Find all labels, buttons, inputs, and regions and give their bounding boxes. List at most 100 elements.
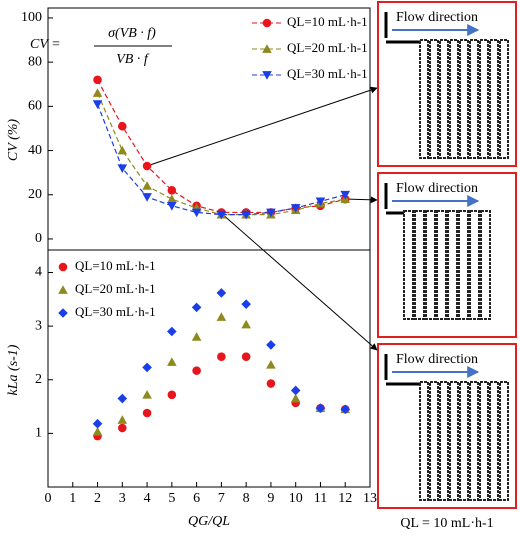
arrow bbox=[344, 196, 378, 204]
marker bbox=[58, 285, 68, 294]
marker bbox=[315, 403, 326, 413]
marker bbox=[192, 366, 201, 375]
arrow bbox=[146, 86, 378, 167]
marker bbox=[266, 379, 276, 388]
marker bbox=[191, 332, 202, 341]
channel bbox=[414, 210, 425, 320]
marker bbox=[262, 71, 272, 80]
marker bbox=[93, 75, 102, 85]
inlet bbox=[384, 183, 404, 215]
marker bbox=[241, 299, 251, 309]
channel bbox=[436, 210, 447, 320]
marker bbox=[92, 418, 103, 429]
marker bbox=[262, 18, 272, 28]
channel bbox=[429, 39, 439, 159]
panel-label: Flow direction bbox=[396, 10, 478, 25]
x-axis-title: QG/QL bbox=[188, 514, 230, 529]
series-line bbox=[97, 79, 346, 214]
channel bbox=[469, 381, 479, 501]
marker bbox=[241, 352, 251, 362]
channel bbox=[458, 210, 469, 320]
marker bbox=[142, 408, 152, 418]
formula-denominator: VB · f bbox=[116, 52, 150, 67]
x-tick-label: 5 bbox=[168, 491, 175, 506]
marker bbox=[266, 208, 276, 218]
legend-label: QL=30 mL·h-1 bbox=[287, 66, 368, 81]
x-tick-label: 8 bbox=[243, 491, 250, 506]
marker bbox=[142, 193, 152, 202]
y-tick-label: 0 bbox=[35, 231, 42, 246]
marker bbox=[92, 426, 103, 436]
image-panels: Flow direction Flow direction Flow directi… bbox=[377, 1, 517, 509]
marker bbox=[117, 145, 128, 155]
marker bbox=[262, 44, 272, 53]
panel-label: Flow direction bbox=[396, 181, 478, 196]
marker bbox=[290, 385, 301, 396]
legend-label: QL=10 mL·h-1 bbox=[75, 258, 156, 273]
channel bbox=[419, 381, 429, 501]
channel bbox=[459, 39, 469, 159]
marker bbox=[167, 201, 177, 211]
x-tick-label: 4 bbox=[144, 491, 151, 506]
x-tick-label: 13 bbox=[363, 491, 377, 506]
marker bbox=[118, 121, 127, 131]
marker bbox=[216, 312, 227, 321]
channel bbox=[480, 210, 491, 320]
marker bbox=[167, 194, 177, 204]
x-tick-label: 6 bbox=[193, 491, 200, 506]
inlet bbox=[384, 12, 420, 44]
legend-label: QL=10 mL·h-1 bbox=[287, 14, 368, 29]
channel bbox=[403, 210, 414, 320]
channel bbox=[469, 210, 480, 320]
y-tick-label: 60 bbox=[28, 99, 42, 114]
channel bbox=[429, 381, 439, 501]
marker bbox=[241, 319, 251, 329]
channel bbox=[459, 381, 469, 501]
marker bbox=[92, 88, 103, 97]
marker bbox=[340, 404, 351, 415]
marker bbox=[191, 208, 202, 218]
marker bbox=[241, 210, 251, 220]
marker bbox=[216, 210, 227, 220]
channel bbox=[425, 210, 436, 320]
marker bbox=[266, 359, 276, 369]
formula-lhs: CV = bbox=[30, 37, 61, 52]
marker bbox=[92, 100, 103, 109]
marker bbox=[216, 288, 227, 298]
inlet bbox=[384, 354, 420, 386]
marker bbox=[142, 362, 152, 373]
marker bbox=[117, 393, 128, 404]
marker bbox=[167, 326, 177, 337]
y-tick-label: 20 bbox=[28, 187, 42, 202]
x-tick-label: 11 bbox=[314, 491, 327, 506]
marker bbox=[217, 352, 226, 362]
channel bbox=[449, 39, 459, 159]
marker bbox=[118, 423, 127, 433]
marker bbox=[142, 161, 152, 171]
marker bbox=[290, 393, 301, 403]
plot-frame bbox=[47, 7, 371, 488]
channel bbox=[469, 39, 479, 159]
channel bbox=[479, 39, 489, 159]
y-tick-label: 80 bbox=[28, 54, 42, 69]
channel bbox=[489, 39, 499, 159]
channel bbox=[419, 39, 429, 159]
marker bbox=[167, 357, 177, 366]
x-tick-label: 7 bbox=[218, 491, 225, 506]
channel bbox=[439, 39, 449, 159]
x-tick-label: 9 bbox=[267, 491, 274, 506]
channel bbox=[479, 381, 489, 501]
series-line bbox=[96, 103, 346, 216]
x-tick-label: 2 bbox=[94, 491, 101, 506]
marker bbox=[117, 164, 128, 174]
y-tick-label: 2 bbox=[35, 372, 42, 387]
marker bbox=[266, 340, 276, 350]
legend-label: QL=30 mL·h-1 bbox=[75, 304, 156, 319]
y-tick-label: 40 bbox=[28, 143, 42, 158]
x-tick-label: 0 bbox=[45, 491, 52, 506]
x-tick-label: 10 bbox=[289, 491, 303, 506]
x-tick-label: 1 bbox=[69, 491, 76, 506]
marker bbox=[117, 415, 128, 424]
marker bbox=[290, 204, 301, 213]
